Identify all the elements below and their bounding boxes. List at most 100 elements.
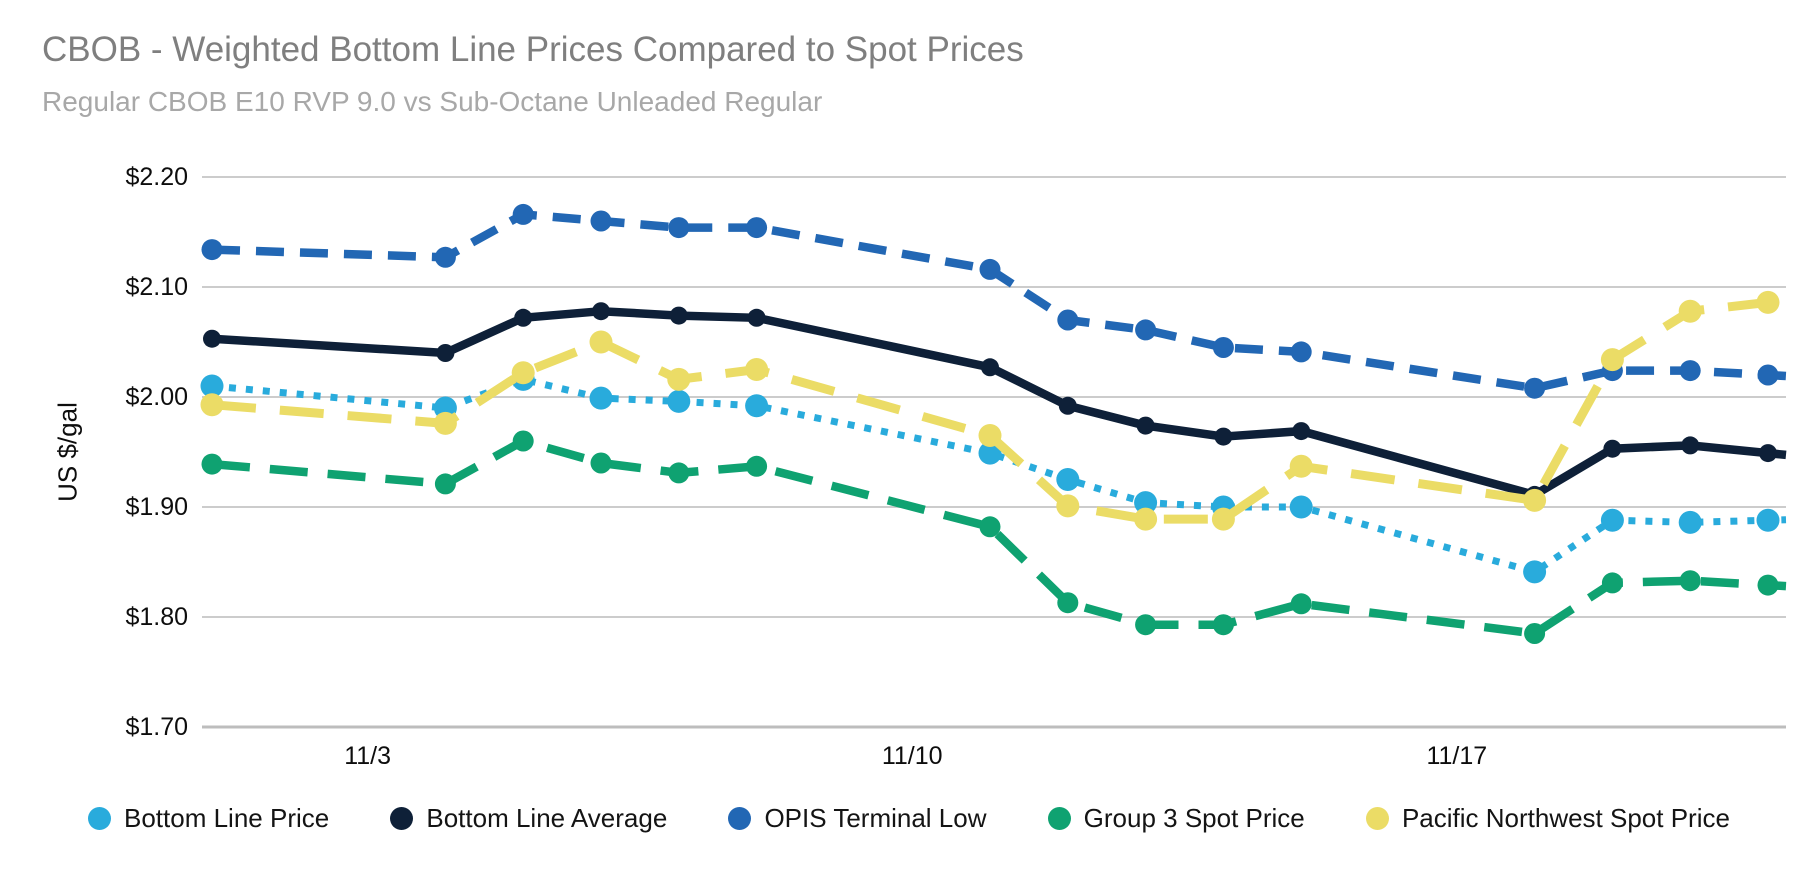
data-point-bottom-line-average [436,344,455,362]
data-point-pacific-northwest-spot-price [1289,454,1313,478]
data-point-bottom-line-average [1292,422,1311,441]
data-point-opis-terminal-low [1757,364,1779,386]
legend-swatch-opis-terminal-low [728,806,752,830]
data-point-pacific-northwest-spot-price [1678,299,1702,323]
data-point-opis-terminal-low [512,203,534,225]
data-point-group-3-spot-price [1601,572,1623,594]
legend-swatch-bottom-line-average [390,806,414,830]
data-point-group-3-spot-price [590,452,612,474]
data-point-pacific-northwest-spot-price [589,330,613,354]
data-point-opis-terminal-low [1524,377,1546,399]
data-point-group-3-spot-price [1290,593,1312,615]
data-point-opis-terminal-low [1057,309,1079,331]
data-point-bottom-line-price [1523,560,1547,584]
data-point-bottom-line-average [1603,439,1622,458]
series-line-bottom-line-average [211,306,1787,500]
data-point-group-3-spot-price [1524,623,1546,644]
data-point-group-3-spot-price [746,455,768,477]
data-point-bottom-line-average [1759,444,1777,463]
series-markers-group-3-spot-price [201,430,1779,644]
data-point-bottom-line-price [1056,468,1080,491]
data-point-pacific-northwest-spot-price [1756,290,1780,314]
data-point-bottom-line-price [667,389,691,413]
data-point-pacific-northwest-spot-price [1056,494,1080,518]
data-point-group-3-spot-price [668,462,690,484]
data-point-opis-terminal-low [746,217,768,239]
data-point-pacific-northwest-spot-price [511,361,535,385]
chart-legend: Bottom Line Price Bottom Line Average OPIS… [0,798,1818,838]
series-markers-opis-terminal-low [201,203,1779,399]
data-point-bottom-line-price [1600,508,1624,532]
data-point-bottom-line-price [200,374,224,398]
data-point-opis-terminal-low [1679,360,1701,382]
x-tick-label-11-3: 11/3 [344,742,391,770]
data-point-opis-terminal-low [668,217,690,239]
data-point-bottom-line-price [745,394,769,418]
y-tick-label-2.10: $2.10 [125,273,188,301]
data-point-pacific-northwest-spot-price [1211,507,1235,531]
data-point-bottom-line-average [203,329,221,348]
data-point-bottom-line-price [1134,491,1158,515]
chart-title: CBOB - Weighted Bottom Line Prices Compa… [42,30,1024,69]
series-line-bottom-line-price [211,375,1787,576]
data-point-opis-terminal-low [979,258,1001,280]
data-point-pacific-northwest-spot-price [200,393,224,417]
series-line-opis-terminal-low [211,210,1787,393]
data-point-pacific-northwest-spot-price [978,424,1002,447]
data-point-group-3-spot-price [434,473,456,495]
data-point-bottom-line-average [1058,396,1077,415]
chart-subtitle: Regular CBOB E10 RVP 9.0 vs Sub-Octane U… [42,86,823,117]
data-point-opis-terminal-low [1135,319,1157,341]
data-point-group-3-spot-price [1212,614,1234,636]
data-point-opis-terminal-low [590,210,612,232]
data-point-bottom-line-price [1756,508,1780,532]
data-point-group-3-spot-price [512,430,534,452]
data-point-bottom-line-price [978,441,1002,465]
legend-swatch-pacific-northwest-spot-price [1365,806,1389,830]
data-point-bottom-line-price [1289,495,1313,519]
data-point-pacific-northwest-spot-price [433,411,457,435]
data-point-bottom-line-average [1214,427,1233,446]
data-point-opis-terminal-low [1290,341,1312,363]
x-tick-label-11-17: 11/17 [1426,742,1488,770]
legend-item-group-3-spot-price: Group 3 Spot Price [1047,802,1305,834]
data-point-pacific-northwest-spot-price [1134,507,1158,531]
data-point-bottom-line-average [1681,436,1700,455]
x-tick-label-11-10: 11/10 [881,742,943,770]
data-point-bottom-line-average [747,308,766,327]
data-point-pacific-northwest-spot-price [1600,348,1624,372]
data-point-group-3-spot-price [979,516,1001,538]
legend-label-bottom-line-average: Bottom Line Average [426,802,668,833]
series-markers-bottom-line-average [203,302,1777,504]
y-tick-label-1.80: $1.80 [125,603,188,631]
y-tick-label-2.20: $2.20 [125,163,188,191]
data-point-group-3-spot-price [201,453,223,475]
legend-label-group-3-spot-price: Group 3 Spot Price [1083,802,1305,833]
data-point-group-3-spot-price [1757,574,1779,596]
legend-label-opis-terminal-low: OPIS Terminal Low [764,802,987,833]
data-point-pacific-northwest-spot-price [1523,488,1547,512]
series-line-group-3-spot-price [211,436,1787,638]
series-markers-bottom-line-price [200,367,1780,584]
legend-item-bottom-line-price: Bottom Line Price [88,803,329,834]
series-markers-pacific-northwest-spot-price [200,290,1780,531]
data-point-bottom-line-average [592,302,610,321]
legend-label-bottom-line-price: Bottom Line Price [124,802,330,833]
data-point-pacific-northwest-spot-price [667,367,691,391]
series-line-pacific-northwest-spot-price [211,295,1787,524]
data-point-pacific-northwest-spot-price [745,358,769,381]
legend-label-pacific-northwest-spot-price: Pacific Northwest Spot Price [1401,802,1730,833]
data-point-group-3-spot-price [1135,614,1157,636]
data-point-bottom-line-price [589,386,613,410]
data-point-opis-terminal-low [1212,337,1234,358]
y-tick-label-1.90: $1.90 [125,493,188,521]
y-tick-label-2.00: $2.00 [125,383,188,411]
data-point-bottom-line-average [669,306,688,325]
data-point-group-3-spot-price [1057,592,1079,614]
data-point-bottom-line-price [1678,510,1702,534]
legend-item-opis-terminal-low: OPIS Terminal Low [728,802,987,834]
legend-swatch-group-3-spot-price [1047,806,1071,830]
data-point-bottom-line-average [514,308,533,327]
